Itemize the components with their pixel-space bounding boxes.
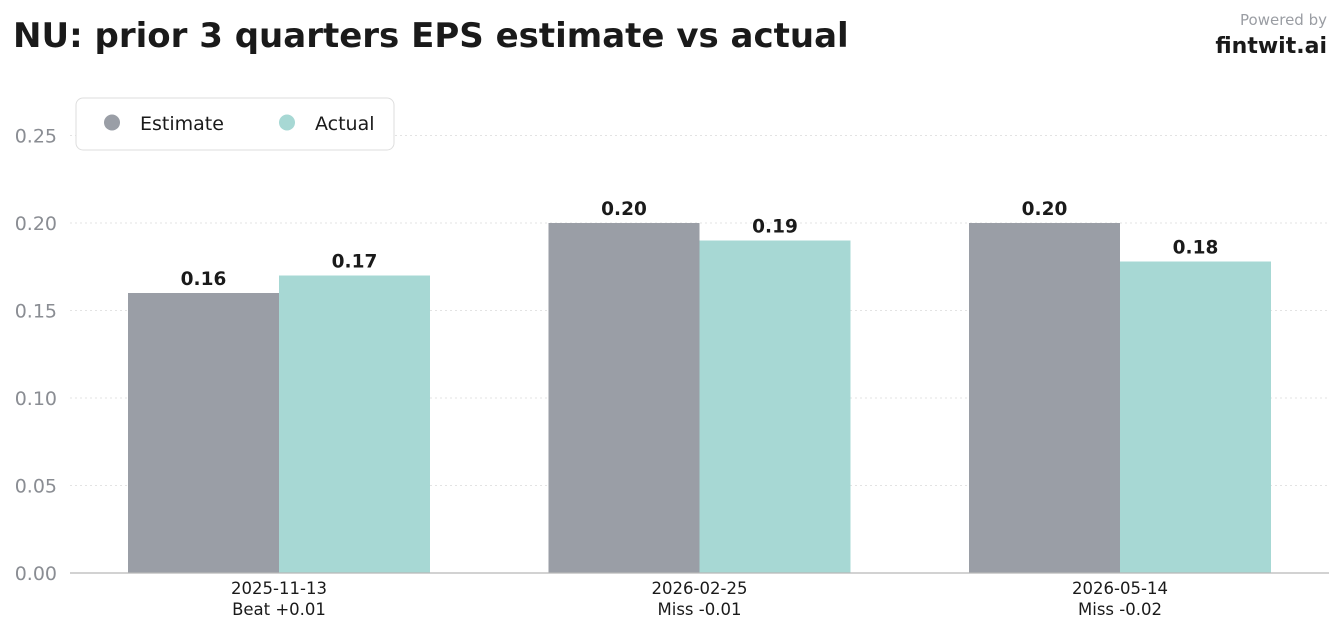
- y-tick-label: 0.00: [15, 563, 57, 585]
- y-tick-label: 0.15: [15, 301, 57, 323]
- bar-estimate-2[interactable]: [969, 223, 1120, 573]
- legend-actual-label[interactable]: Actual: [315, 113, 375, 135]
- legend-estimate-marker: [104, 114, 120, 131]
- y-tick-label: 0.20: [15, 213, 57, 235]
- x-tick-date: 2026-05-14: [1072, 579, 1168, 598]
- legend-box: [75, 97, 395, 151]
- bar-actual-0[interactable]: [279, 275, 430, 574]
- y-axis-ticks: 0.00 0.05 0.10 0.15 0.20 0.25: [15, 126, 57, 586]
- y-tick-label: 0.05: [15, 476, 57, 498]
- bars: [128, 223, 1271, 573]
- x-tick-result: Miss -0.01: [658, 600, 742, 619]
- data-label-estimate-2: 0.20: [1022, 199, 1068, 220]
- data-label-estimate-1: 0.20: [601, 199, 647, 220]
- legend: Estimate Actual: [75, 97, 395, 151]
- x-tick-date: 2025-11-13: [231, 579, 327, 598]
- bar-actual-1[interactable]: [699, 240, 851, 574]
- x-tick-result: Beat +0.01: [232, 600, 326, 619]
- bar-estimate-0[interactable]: [128, 293, 279, 573]
- x-tick-result: Miss -0.02: [1078, 600, 1162, 619]
- y-tick-label: 0.10: [15, 388, 57, 410]
- x-axis-ticks: 2025-11-13 Beat +0.01 2026-02-25 Miss -0.01…: [231, 579, 1168, 619]
- powered-by-label: Powered by: [1240, 11, 1327, 29]
- data-label-actual-0: 0.17: [332, 252, 378, 273]
- y-tick-label: 0.25: [15, 126, 57, 148]
- data-labels: 0.16 0.17 0.20 0.19 0.20 0.18: [181, 199, 1219, 290]
- bar-actual-2[interactable]: [1120, 261, 1271, 574]
- data-label-actual-1: 0.19: [752, 217, 798, 238]
- bar-estimate-1[interactable]: [548, 223, 700, 573]
- data-label-estimate-0: 0.16: [181, 269, 227, 290]
- x-tick-date: 2026-02-25: [652, 579, 748, 598]
- legend-actual-marker: [279, 114, 295, 131]
- brand-name[interactable]: fintwit.ai: [1215, 34, 1327, 59]
- data-label-actual-2: 0.18: [1173, 238, 1219, 259]
- legend-estimate-label[interactable]: Estimate: [140, 113, 224, 135]
- chart-title: NU: prior 3 quarters EPS estimate vs act…: [13, 16, 849, 56]
